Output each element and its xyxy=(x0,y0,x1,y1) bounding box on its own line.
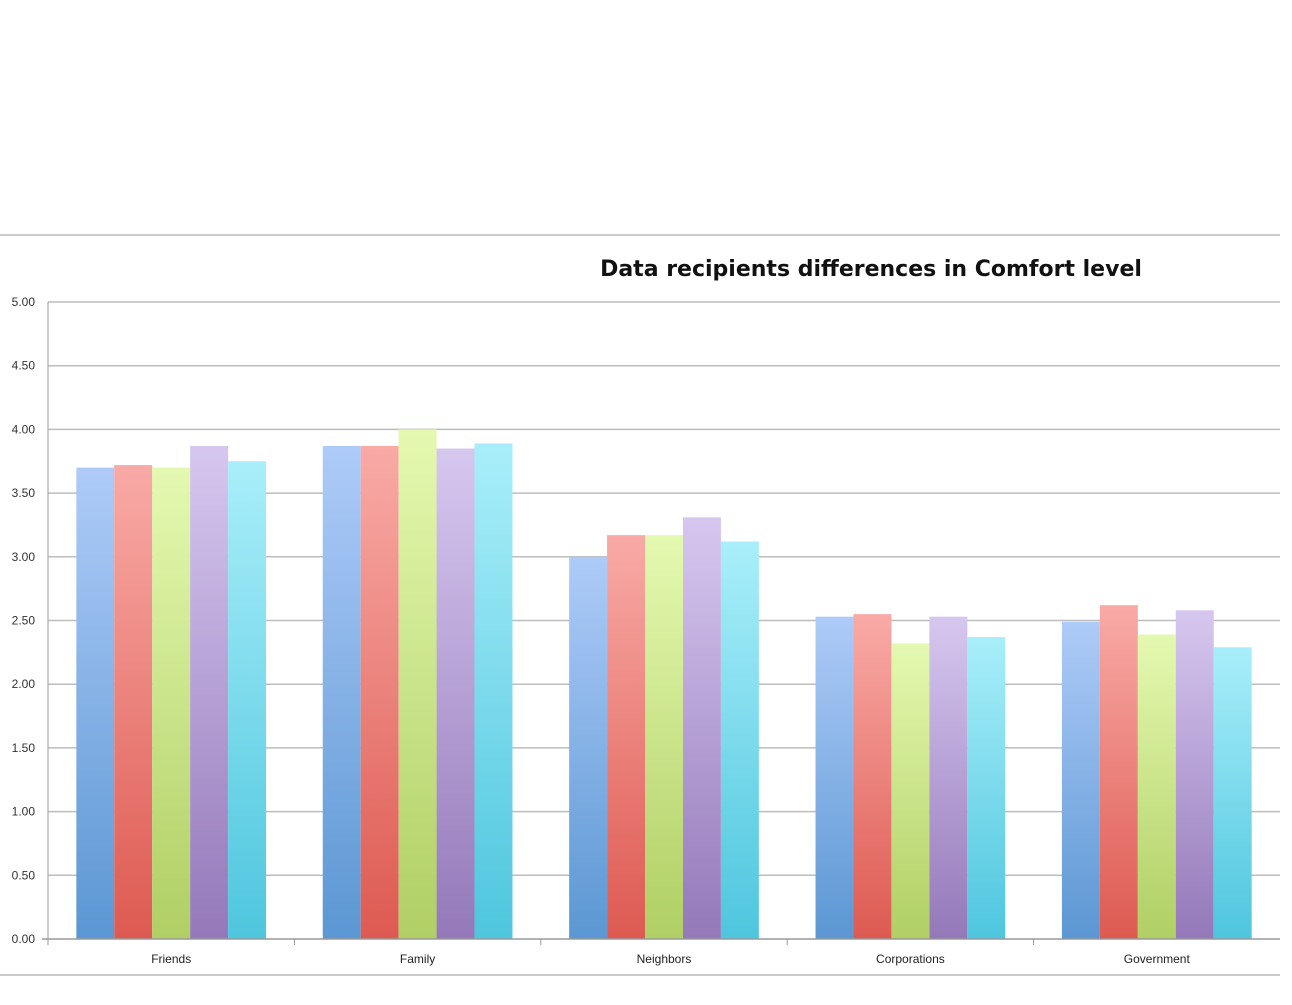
bar-corporations-1 xyxy=(815,616,854,939)
bar-neighbors-1 xyxy=(569,556,608,939)
y-tick-label: 5.00 xyxy=(12,295,36,309)
bar-government-1 xyxy=(1061,621,1100,939)
bar-family-4 xyxy=(436,448,475,939)
bar-family-5 xyxy=(474,443,513,939)
y-tick-label: 2.00 xyxy=(12,677,36,691)
y-tick-label: 0.50 xyxy=(12,868,36,882)
bar-family-2 xyxy=(360,445,399,939)
bar-government-5 xyxy=(1213,647,1252,939)
axes: 0.00 0.50 1.00 1.50 2.00 2.50 3.00 3.50 4.00 4.50… xyxy=(12,295,1280,966)
y-tick-label: 1.00 xyxy=(12,805,36,819)
y-tick-label: 4.50 xyxy=(12,359,36,373)
bar-friends-3 xyxy=(152,467,191,939)
bar-corporations-5 xyxy=(967,637,1006,939)
y-tick-label: 4.00 xyxy=(12,422,36,436)
bar-family-3 xyxy=(398,429,437,939)
bar-neighbors-4 xyxy=(682,517,721,939)
bar-government-3 xyxy=(1137,634,1176,939)
bar-corporations-4 xyxy=(929,616,968,939)
x-category-label: Friends xyxy=(151,952,191,966)
bar-neighbors-2 xyxy=(607,535,646,939)
bar-friends-4 xyxy=(190,445,229,939)
bar-neighbors-5 xyxy=(720,541,759,939)
bars xyxy=(76,429,1252,939)
x-category-label: Corporations xyxy=(876,952,945,966)
bar-government-4 xyxy=(1175,610,1214,939)
chart-title: Data recipients differences in Comfort l… xyxy=(600,257,1142,282)
bar-friends-2 xyxy=(114,465,153,939)
x-category-label: Family xyxy=(400,952,435,966)
bar-family-1 xyxy=(322,445,361,939)
bar-government-2 xyxy=(1099,605,1138,939)
bar-friends-5 xyxy=(228,461,267,939)
bar-corporations-3 xyxy=(891,643,930,939)
bar-corporations-2 xyxy=(853,614,892,939)
y-tick-label: 1.50 xyxy=(12,741,36,755)
x-category-label: Neighbors xyxy=(637,952,692,966)
x-category-label: Government xyxy=(1124,952,1191,966)
y-tick-label: 3.00 xyxy=(12,550,36,564)
bar-friends-1 xyxy=(76,467,115,939)
bar-neighbors-3 xyxy=(645,535,683,939)
y-tick-label: 0.00 xyxy=(12,932,36,946)
y-tick-label: 2.50 xyxy=(12,614,36,628)
y-tick-label: 3.50 xyxy=(12,486,36,500)
